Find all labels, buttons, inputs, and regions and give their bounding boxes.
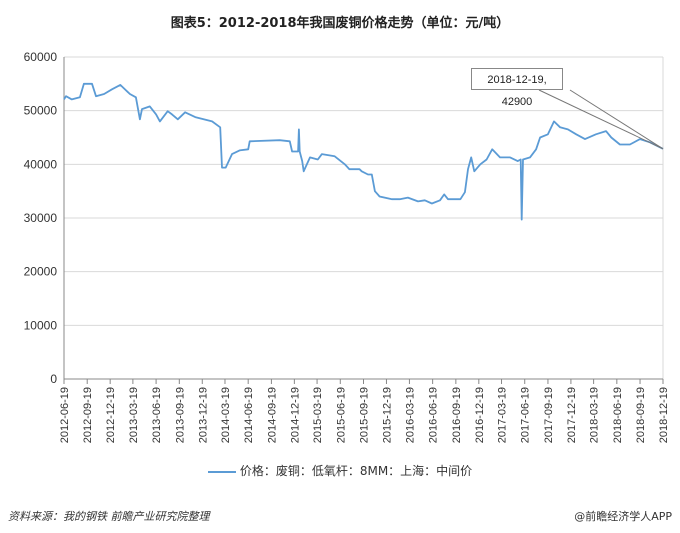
- y-tick-label: 0: [50, 372, 57, 386]
- x-tick-label: 2012-09-19: [82, 387, 94, 443]
- x-tick-label: 2017-09-19: [543, 387, 555, 443]
- data-label-callout: 2018-12-19, 42900: [471, 68, 563, 108]
- y-tick-label: 60000: [24, 50, 58, 64]
- brand-credit: @前瞻经济学人APP: [574, 510, 672, 523]
- x-tick-label: 2017-06-19: [520, 387, 532, 443]
- x-tick-label: 2014-09-19: [266, 387, 278, 443]
- x-tick-label: 2017-03-19: [497, 387, 509, 443]
- x-tick-label: 2013-12-19: [197, 387, 209, 443]
- x-tick-label: 2015-09-19: [359, 387, 371, 443]
- source-note: 资料来源：我的钢铁 前瞻产业研究院整理: [8, 510, 210, 523]
- x-tick-label: 2016-03-19: [404, 387, 416, 443]
- x-tick-label: 2018-12-19: [658, 387, 670, 443]
- callout-leader-line: [538, 89, 664, 150]
- legend: 价格：废铜：低氧杆：8MM：上海：中间价: [0, 462, 680, 479]
- x-tick-label: 2018-03-19: [589, 387, 601, 443]
- x-tick-label: 2013-03-19: [128, 387, 140, 443]
- x-tick-label: 2012-06-19: [59, 387, 71, 443]
- chart-title: 图表5：2012-2018年我国废铜价格走势（单位：元/吨）: [170, 16, 510, 31]
- x-tick-label: 2015-06-19: [335, 387, 347, 443]
- legend-label: 价格：废铜：低氧杆：8MM：上海：中间价: [239, 464, 473, 478]
- y-tick-label: 30000: [24, 211, 58, 225]
- x-tick-label: 2016-09-19: [451, 387, 463, 443]
- x-tick-label: 2015-03-19: [312, 387, 324, 443]
- x-tick-label: 2016-12-19: [474, 387, 486, 443]
- x-tick-label: 2018-06-19: [612, 387, 624, 443]
- x-tick-label: 2013-09-19: [174, 387, 186, 443]
- y-tick-label: 50000: [24, 104, 58, 118]
- x-tick-label: 2013-06-19: [151, 387, 163, 443]
- x-tick-label: 2017-12-19: [566, 387, 578, 443]
- callout-leader-line: [569, 89, 664, 150]
- x-tick-label: 2016-06-19: [428, 387, 440, 443]
- y-tick-label: 20000: [24, 265, 58, 279]
- legend-swatch: [207, 470, 236, 473]
- price-series-line: [63, 82, 664, 221]
- x-tick-label: 2014-03-19: [220, 387, 232, 443]
- x-tick-label: 2014-12-19: [289, 387, 301, 443]
- x-tick-label: 2014-06-19: [243, 387, 255, 443]
- x-tick-label: 2018-09-19: [635, 387, 647, 443]
- y-tick-label: 10000: [24, 318, 58, 332]
- y-tick-label: 40000: [24, 157, 58, 171]
- x-tick-label: 2015-12-19: [381, 387, 393, 443]
- x-tick-label: 2012-12-19: [105, 387, 117, 443]
